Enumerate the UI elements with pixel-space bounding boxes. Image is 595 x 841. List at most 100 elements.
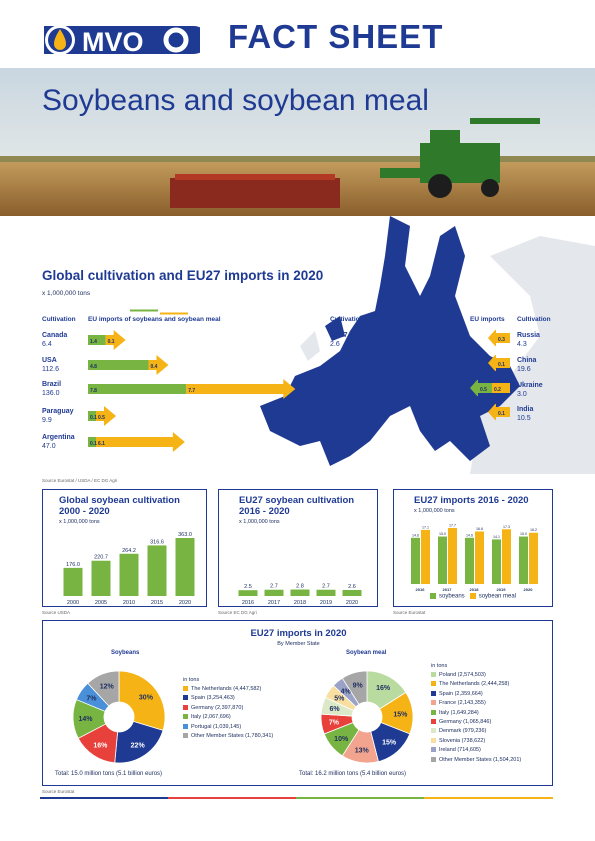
- legend-swatch: [183, 686, 188, 692]
- bar-label-2020: 2.6: [348, 584, 356, 590]
- logo-text: MVO: [82, 27, 144, 57]
- soybean-meal-bar-2019: [502, 529, 511, 584]
- global-cultivation-box: Global soybean cultivation 2000 - 2020 x…: [42, 489, 207, 607]
- right-arrow-2: 0.5 0.2: [470, 380, 510, 396]
- soybeans-bar-2018: [465, 537, 474, 584]
- import-arrow-4: 0.1 6.1: [88, 432, 185, 452]
- tick-2019: 2019: [497, 587, 507, 592]
- eu27-cultivation-label: Cultivation: [330, 316, 364, 323]
- import-arrow-2: 7.8 7.7: [88, 379, 296, 399]
- row-country-2: Brazil: [42, 381, 62, 388]
- beans-in-tons: in tons: [183, 677, 200, 683]
- bar-label-2005: 220.7: [94, 555, 108, 561]
- legend-label: The Netherlands (4,447,582): [191, 686, 262, 692]
- right-meal-value: 0.1: [498, 411, 505, 417]
- meal-value: 6.1: [98, 441, 105, 447]
- legend-item-3: Italy (2,067,696): [183, 713, 273, 722]
- legend-label: Spain (3,254,463): [191, 695, 235, 702]
- member-title: EU27 imports in 2020: [250, 628, 347, 639]
- page-subtitle: Soybeans and soybean meal: [42, 84, 429, 117]
- slice-Other-Member-States: [341, 670, 368, 705]
- legend-swatch: [183, 704, 188, 710]
- right-arrow-3: 0.1: [488, 404, 510, 420]
- import-arrow-3: 0.1 0.5: [88, 406, 116, 426]
- beans-arrow-bar: [88, 411, 96, 421]
- legend-item-4: Portugal (1,039,145): [183, 723, 273, 732]
- legend-swatch: [431, 719, 436, 725]
- member-source: Source Eurostat: [42, 789, 75, 794]
- slice-Other-Member-States: [87, 670, 120, 707]
- legend-label: France (2,143,355): [439, 700, 486, 707]
- slice-label: 7%: [329, 720, 340, 727]
- legend-label: The Netherlands (2,444,258): [439, 681, 510, 688]
- right-country-2: Ukraine: [517, 382, 543, 389]
- bar-2010: [119, 553, 139, 596]
- meal-total: Total: 16.2 million tons (5.4 billion eu…: [299, 771, 407, 777]
- slice-label: 13%: [355, 748, 370, 755]
- bar-label: 16.6: [476, 527, 483, 531]
- tick-2017: 2017: [268, 600, 280, 606]
- tick-2005: 2005: [95, 600, 107, 606]
- bar-label-2016: 2.5: [244, 584, 252, 590]
- bar-label: 14.6: [466, 533, 473, 537]
- row-value-0: 6.4: [42, 341, 52, 348]
- soybean-meal-bar-2017: [448, 528, 457, 584]
- slice-label: 5%: [334, 696, 345, 703]
- legend-label: Portugal (1,039,145): [191, 723, 242, 730]
- right-country-3: India: [517, 406, 534, 413]
- legend-item-0: The Netherlands (4,447,582): [183, 685, 273, 694]
- meal-value: 0.5: [98, 415, 105, 421]
- legend-item-5: Other Member States (1,780,341): [183, 732, 273, 741]
- europe-map: [240, 216, 595, 474]
- right-arrow-0: 0.3: [488, 330, 510, 346]
- meal-arrow-bar: [96, 432, 185, 452]
- legend-item-1: Spain (3,254,463): [183, 694, 273, 703]
- right-meal-value: 0.3: [498, 337, 505, 343]
- global-cult-title: Global soybean cultivation 2000 - 2020: [59, 495, 180, 517]
- eu-imp-source: Source Eurostat: [393, 610, 426, 615]
- slice-label: 16%: [376, 685, 391, 692]
- eu-cult-title: EU27 soybean cultivation 2016 - 2020: [239, 495, 355, 517]
- beans-arrow-bar: [88, 360, 149, 370]
- slice-label: 14%: [79, 716, 94, 723]
- bar-label: 14.1: [493, 535, 500, 539]
- bar-label-2010: 264.2: [122, 548, 136, 554]
- legend-soybeans: soybeans: [439, 593, 465, 600]
- bar-label-2015: 316.6: [150, 539, 164, 545]
- legend-swatch: [431, 709, 436, 715]
- tick-2018: 2018: [470, 587, 480, 592]
- legend-item-1: The Netherlands (2,444,258): [431, 680, 521, 689]
- slice-label: 12%: [100, 683, 115, 690]
- meal-pie-title: Soybean meal: [346, 650, 387, 656]
- row-value-4: 47.0: [42, 443, 56, 450]
- legend-label: Other Member States (1,780,341): [191, 733, 274, 740]
- bar-2000: [63, 567, 83, 596]
- right-meal-value: 0.1: [498, 362, 505, 368]
- bar-2015: [147, 545, 167, 596]
- import-arrow-1: 4.8 0.4: [88, 355, 169, 375]
- bar-label: 17.7: [449, 524, 456, 528]
- beans-arrow-bar: [88, 437, 96, 447]
- legend-item-5: Germany (1,065,846): [431, 718, 521, 727]
- col-cultivation-left: Cultivation: [42, 316, 76, 323]
- beans-value: 0.1: [90, 415, 97, 421]
- tick-2020: 2020: [179, 600, 191, 606]
- eu-imp-chart: 14.6 17.1 2016 15.0 17.7 2017 14.6 16.6 2018 14.1…: [408, 518, 543, 592]
- bar-2020: [342, 589, 362, 596]
- legend-swatch: [431, 737, 436, 743]
- meal-value: 0.1: [108, 339, 115, 345]
- slice-label: 9%: [353, 682, 364, 689]
- soybeans-total: Total: 15.0 million tons (5.1 billion eu…: [55, 771, 163, 777]
- legend-swatch: [183, 695, 188, 701]
- row-value-2: 136.0: [42, 390, 60, 397]
- tick-2010: 2010: [123, 600, 135, 606]
- soybeans-bar-2020: [519, 536, 528, 584]
- right-value-3: 10.5: [517, 415, 531, 422]
- legend-label: Slovenia (738,622): [439, 737, 486, 744]
- beans-arrow-bar: [88, 335, 106, 345]
- legend-swatch: [431, 700, 436, 706]
- right-meal-value: 0.2: [494, 387, 501, 393]
- legend-swatch: [183, 723, 188, 729]
- legend-label: Italy (2,067,696): [191, 714, 231, 721]
- tick-2016: 2016: [242, 600, 254, 606]
